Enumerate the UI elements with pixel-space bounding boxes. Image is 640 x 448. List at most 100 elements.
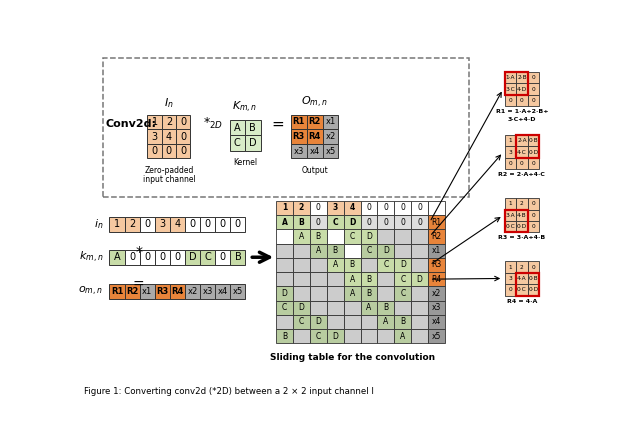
Text: 0: 0 [509,161,512,166]
Text: R4: R4 [172,287,184,296]
Bar [412,201,428,215]
Text: D: D [282,289,287,298]
Bar [378,258,394,272]
Text: R3: R3 [292,132,305,141]
Bar [516,198,527,210]
Text: R1: R1 [292,117,305,126]
Text: 1: 1 [509,138,512,143]
Text: x2: x2 [188,287,198,296]
Bar [344,301,360,315]
Text: =: = [271,116,284,131]
Text: D: D [349,218,355,227]
Bar [360,329,378,343]
Bar [412,229,428,244]
Bar [378,286,394,301]
Text: D: D [366,232,372,241]
Text: *: * [135,245,142,258]
Text: A: A [282,218,287,227]
Text: 2: 2 [299,203,304,212]
Bar [428,272,445,286]
Text: 0: 0 [144,252,150,262]
Bar [516,135,527,146]
Text: 0: 0 [159,252,165,262]
Bar [185,284,200,299]
Text: B: B [333,246,338,255]
Bar [293,329,310,343]
Text: x1: x1 [325,117,335,126]
Bar [378,301,394,315]
Bar [276,272,293,286]
Text: D: D [332,332,338,340]
Bar [147,115,162,129]
Bar [276,301,293,315]
Bar [293,229,310,244]
Text: 1: 1 [152,117,157,127]
Text: 0: 0 [144,219,150,229]
Bar [170,250,185,265]
Text: 0: 0 [205,219,211,229]
Bar [428,258,445,272]
Bar [505,135,516,146]
Text: 0: 0 [166,146,172,156]
Text: A: A [114,252,120,262]
Bar [360,286,378,301]
Bar [276,201,293,215]
Bar [327,301,344,315]
Text: C: C [366,246,372,255]
Bar [147,144,162,159]
Bar [162,129,176,144]
Text: 0: 0 [531,161,535,166]
Bar [276,258,293,272]
Bar [310,301,327,315]
Text: 0: 0 [509,98,512,103]
Text: C: C [204,252,211,262]
Text: 0: 0 [531,98,535,103]
Text: 3: 3 [509,276,512,281]
Bar [516,83,527,95]
Text: A: A [299,232,304,241]
Bar [527,221,539,233]
Bar [293,315,310,329]
Text: $k_{m,n}$: $k_{m,n}$ [79,250,103,265]
Bar [323,115,339,129]
Text: 0: 0 [129,252,135,262]
Bar [293,201,310,215]
Bar [360,258,378,272]
Bar [310,215,327,229]
Text: 0: 0 [531,75,535,80]
Bar [378,215,394,229]
Text: 0: 0 [152,146,157,156]
Text: 3·C: 3·C [506,86,515,91]
Bar [310,244,327,258]
Bar [307,144,323,159]
Bar [527,135,539,146]
Text: D: D [249,138,257,148]
Text: 3: 3 [159,219,165,229]
Bar [516,146,527,158]
Bar [293,215,310,229]
Bar [428,315,445,329]
Bar [505,83,516,95]
Bar [109,217,125,232]
Text: 0: 0 [235,219,241,229]
Bar [327,315,344,329]
Text: 0·B: 0·B [529,276,538,281]
Bar [170,284,185,299]
Bar [162,115,176,129]
Bar [527,198,539,210]
Bar [360,229,378,244]
Text: x4: x4 [310,146,320,155]
Bar [293,244,310,258]
Bar [360,215,378,229]
Text: $K_{m,n}$: $K_{m,n}$ [232,100,258,116]
Text: D: D [316,318,321,327]
Text: D: D [383,246,389,255]
Text: 4: 4 [349,203,355,212]
Bar [307,129,323,144]
Bar [527,146,539,158]
Bar [505,72,527,95]
Bar [344,286,360,301]
Bar [412,329,428,343]
Text: input channel: input channel [143,175,195,184]
Bar [505,273,516,284]
